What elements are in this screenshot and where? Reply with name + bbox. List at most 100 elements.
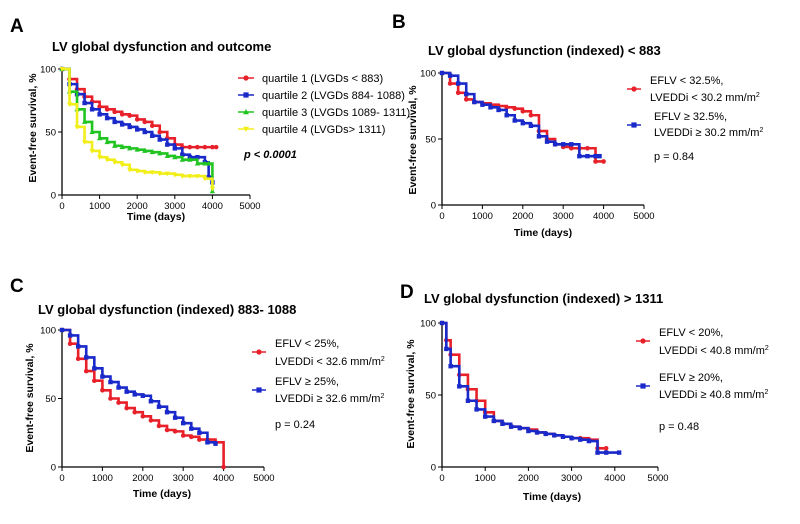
legend-swatch-marker [243,126,249,132]
data-point [439,320,445,326]
data-point [194,160,200,166]
data-point [92,366,97,371]
p-value: p = 0.84 [654,151,694,163]
data-point [149,170,155,176]
data-point [488,105,493,110]
data-point [124,389,129,394]
y-tick-label: 100 [420,69,436,80]
data-point [81,140,88,145]
y-tick-label: 100 [40,65,56,76]
data-point [221,464,226,470]
y-axis-label: Event-free survival, % [407,85,419,195]
data-point [457,384,462,389]
legend-label: EFLV < 20%, [659,327,723,339]
legend-swatch-marker [640,338,646,344]
legend-label: quartile 1 (LVGDs < 883) [262,73,383,85]
series-line [442,71,600,158]
legend-swatch-marker [243,92,249,98]
data-point [97,112,102,117]
x-tick-label: 0 [439,211,444,222]
data-point [520,108,526,114]
panel-a: A LV global dysfunction and outcome 0 100… [10,16,410,223]
data-point [119,122,125,127]
data-point [195,155,200,160]
data-point [164,410,170,415]
x-tick-label: 5000 [647,473,668,484]
data-point [603,450,609,455]
x-tick-label: 4000 [202,201,223,212]
legend: EFLV < 32.5%, LVEDDi < 30.2 mm/m2 EFLV ≥… [627,75,763,139]
legend-label: EFLV ≥ 25%, [275,376,339,388]
unit-superscript: 2 [756,92,760,99]
data-point [157,137,162,142]
data-point [172,146,177,151]
data-point [586,438,592,444]
legend-item: quartile 1 (LVGDs < 883) [238,73,383,85]
data-point [59,67,65,72]
unit-superscript: 2 [381,356,385,363]
data-point [187,156,193,162]
panel-title: LV global dysfunction (indexed) < 883 [428,43,661,58]
data-point [148,399,154,404]
data-point [194,174,200,179]
panel-letter: B [392,12,406,33]
y-tick-label: 50 [425,135,436,146]
data-point [179,174,185,179]
data-point [75,356,81,362]
data-point [119,162,125,168]
data-point [172,154,178,160]
legend: EFLV < 25%, LVEDDi < 32.6 mm/m2 EFLV ≥ 2… [252,338,385,405]
data-point [213,441,218,446]
data-point [447,73,453,78]
x-tick-label: 0 [439,473,444,484]
data-point [116,400,121,405]
data-point [157,150,163,156]
series-layer [439,320,622,455]
data-point [504,113,509,118]
series [439,70,602,159]
data-point [119,112,125,117]
legend-swatch-marker [631,122,637,128]
y-tick-label: 100 [420,319,436,330]
legend-item: EFLV ≥ 32.5%, LVEDDi ≥ 30.2 mm/m2 [627,111,763,139]
data-point [156,404,162,409]
data-point [127,113,132,118]
legend-label: quartile 4 (LVGDs> 1311) [262,124,385,136]
x-tick-label: 1000 [92,473,113,484]
data-point [205,440,210,445]
data-point [84,355,89,360]
x-tick-label: 0 [59,201,64,212]
y-tick-label: 100 [40,326,56,337]
data-point [593,159,598,164]
data-point [89,148,95,154]
legend-label: EFLV < 25%, [275,338,339,350]
data-point [127,167,133,173]
data-point [536,134,542,139]
data-point [504,105,509,110]
x-tick-label: 4000 [604,473,625,484]
axes: 0 1000 2000 3000 4000 5000 0 50 100 [40,65,260,213]
data-point [157,129,163,135]
data-point [104,139,110,145]
legend-label: EFLV ≥ 32.5%, [654,111,727,123]
data-point [578,437,583,442]
x-tick-label: 3000 [173,473,194,484]
x-tick-label: 1000 [475,473,496,484]
series [59,327,226,470]
data-point [142,119,148,125]
series-layer [439,70,606,164]
data-point [112,160,118,166]
data-point [108,379,113,385]
series [59,67,215,192]
data-point [180,152,185,157]
data-point [150,133,155,138]
data-point [210,144,215,150]
legend-item: EFLV ≥ 25%, LVEDDi ≥ 32.6 mm/m2 [252,376,384,405]
p-value: p < 0.0001 [243,149,297,161]
data-point [512,118,517,123]
p-value: p = 0.48 [659,421,699,433]
data-point [528,112,534,118]
data-point [568,145,574,151]
data-point [172,429,178,434]
data-point [597,153,602,159]
